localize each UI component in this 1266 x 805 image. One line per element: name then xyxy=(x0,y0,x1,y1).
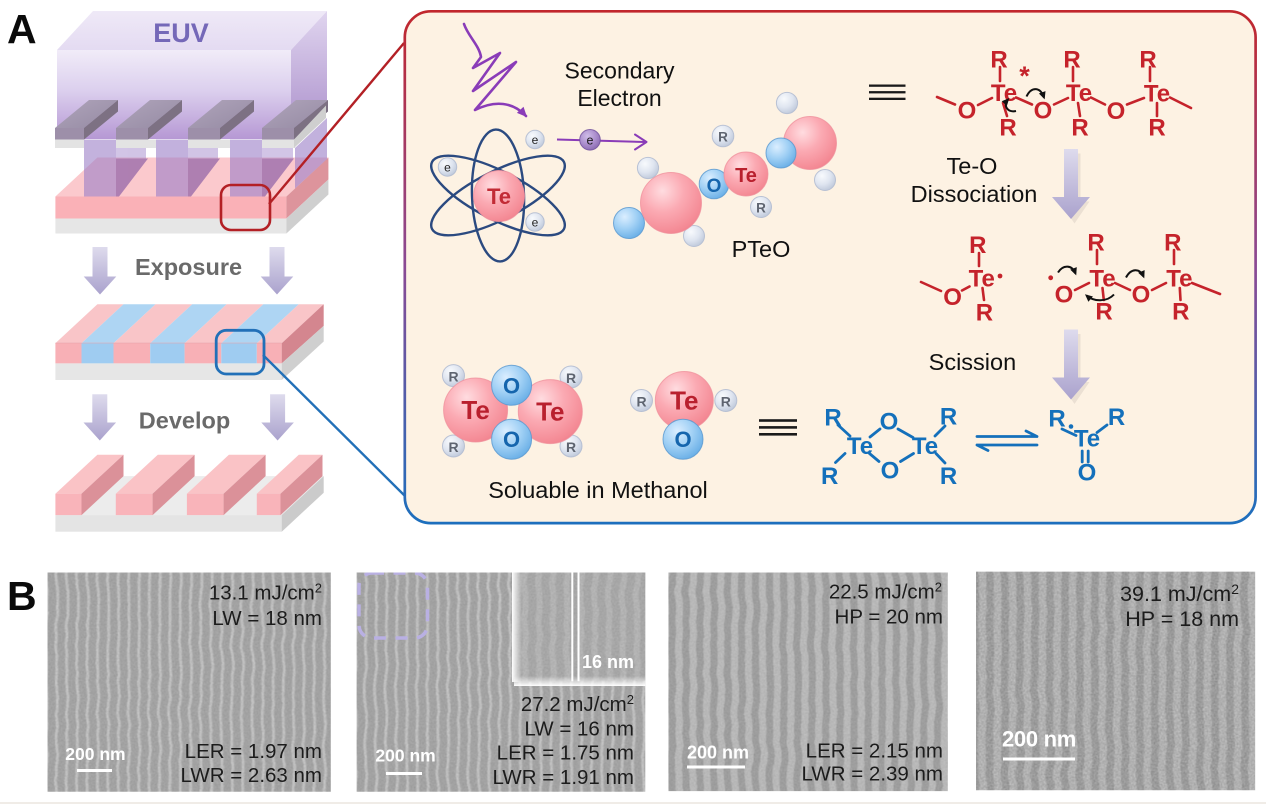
svg-text:O: O xyxy=(503,373,520,398)
svg-text:Scission: Scission xyxy=(929,349,1017,375)
svg-text:R: R xyxy=(448,369,458,385)
svg-text:R: R xyxy=(969,232,986,259)
svg-text:LW = 16 nm: LW = 16 nm xyxy=(524,718,634,741)
svg-text:O: O xyxy=(958,98,977,125)
svg-text:HP = 20 nm: HP = 20 nm xyxy=(835,606,943,629)
svg-text:Te: Te xyxy=(461,395,489,425)
svg-text:R: R xyxy=(1108,404,1125,431)
svg-text:LWR = 1.91 nm: LWR = 1.91 nm xyxy=(493,766,634,789)
svg-text:R: R xyxy=(976,300,993,327)
svg-text:*: * xyxy=(1019,61,1030,91)
svg-text:R: R xyxy=(999,115,1016,142)
svg-text:O: O xyxy=(1055,282,1074,309)
svg-text:Te: Te xyxy=(847,433,873,460)
svg-text:e: e xyxy=(587,133,594,147)
svg-text:R: R xyxy=(1172,299,1189,326)
svg-text:R: R xyxy=(448,439,458,455)
svg-text:22.5 mJ/cm2: 22.5 mJ/cm2 xyxy=(829,580,942,604)
svg-text:Te: Te xyxy=(1089,266,1115,293)
svg-text:R: R xyxy=(756,201,766,216)
svg-text:PTeO: PTeO xyxy=(732,236,791,262)
svg-text:EUV: EUV xyxy=(153,18,209,48)
svg-text:Secondary: Secondary xyxy=(565,58,675,84)
svg-text:O: O xyxy=(503,427,520,452)
svg-text:Te: Te xyxy=(487,184,511,209)
svg-text:Te: Te xyxy=(735,165,757,187)
svg-text:13.1 mJ/cm2: 13.1 mJ/cm2 xyxy=(209,581,322,605)
svg-text:Te: Te xyxy=(991,80,1017,107)
svg-text:LER = 1.97 nm: LER = 1.97 nm xyxy=(185,740,322,763)
svg-text:Develop: Develop xyxy=(139,408,230,434)
svg-text:Te: Te xyxy=(1166,266,1192,293)
svg-text:R: R xyxy=(990,47,1007,74)
svg-text:Exposure: Exposure xyxy=(135,254,242,280)
svg-text:e: e xyxy=(532,216,539,230)
svg-text:B: B xyxy=(7,573,37,619)
svg-text:O: O xyxy=(1107,98,1126,125)
svg-text:LWR = 2.63 nm: LWR = 2.63 nm xyxy=(181,764,322,787)
svg-text:R: R xyxy=(824,405,841,432)
svg-text:R: R xyxy=(566,370,576,386)
svg-text:R: R xyxy=(721,393,731,409)
svg-text:16 nm: 16 nm xyxy=(582,652,634,672)
svg-text:Te: Te xyxy=(536,397,564,427)
svg-text:e: e xyxy=(444,161,451,175)
svg-text:Te: Te xyxy=(1066,80,1092,107)
svg-text:Te-O: Te-O xyxy=(947,153,998,179)
svg-text:R: R xyxy=(1087,230,1104,257)
svg-text:Dissociation: Dissociation xyxy=(911,181,1038,207)
svg-text:R: R xyxy=(718,130,728,145)
svg-text:O: O xyxy=(881,458,900,485)
svg-text:e: e xyxy=(532,133,539,147)
svg-text:O: O xyxy=(943,284,962,311)
svg-text:Te: Te xyxy=(969,265,995,292)
svg-text:27.2 mJ/cm2: 27.2 mJ/cm2 xyxy=(521,692,634,716)
svg-text:O: O xyxy=(880,409,899,436)
svg-text:O: O xyxy=(707,176,722,197)
svg-text:200 nm: 200 nm xyxy=(687,743,749,763)
svg-text:LWR = 2.39 nm: LWR = 2.39 nm xyxy=(802,763,943,786)
svg-text:R: R xyxy=(1071,115,1088,142)
svg-text:200 nm: 200 nm xyxy=(375,746,435,766)
svg-text:200 nm: 200 nm xyxy=(65,744,125,764)
svg-text:Te: Te xyxy=(912,433,938,460)
svg-text:R: R xyxy=(566,439,576,455)
svg-text:R: R xyxy=(636,393,646,409)
svg-text:R: R xyxy=(940,463,957,490)
svg-text:O: O xyxy=(674,427,691,452)
svg-text:LER = 2.15 nm: LER = 2.15 nm xyxy=(806,740,943,763)
svg-text:39.1 mJ/cm2: 39.1 mJ/cm2 xyxy=(1120,581,1239,606)
svg-text:O: O xyxy=(1078,460,1097,487)
svg-text:LER = 1.75 nm: LER = 1.75 nm xyxy=(497,742,634,765)
svg-text:R: R xyxy=(1095,299,1112,326)
svg-text:Electron: Electron xyxy=(577,85,661,111)
svg-text:R: R xyxy=(1048,406,1065,433)
svg-text:Te: Te xyxy=(1074,426,1100,453)
svg-text:200 nm: 200 nm xyxy=(1002,727,1076,752)
svg-text:R: R xyxy=(821,463,838,490)
svg-text:O: O xyxy=(1034,98,1053,125)
svg-text:A: A xyxy=(7,6,37,52)
svg-text:R: R xyxy=(1148,115,1165,142)
svg-text:Soluable in Methanol: Soluable in Methanol xyxy=(488,477,708,503)
svg-text:O: O xyxy=(1132,282,1151,309)
svg-text:HP = 18 nm: HP = 18 nm xyxy=(1125,607,1239,631)
svg-text:R: R xyxy=(1063,47,1080,74)
svg-text:Te: Te xyxy=(670,386,698,416)
svg-text:R: R xyxy=(1139,47,1156,74)
svg-text:Te: Te xyxy=(1144,81,1170,108)
svg-text:R: R xyxy=(1164,230,1181,257)
svg-text:LW = 18 nm: LW = 18 nm xyxy=(212,607,322,630)
svg-text:R: R xyxy=(940,404,957,431)
